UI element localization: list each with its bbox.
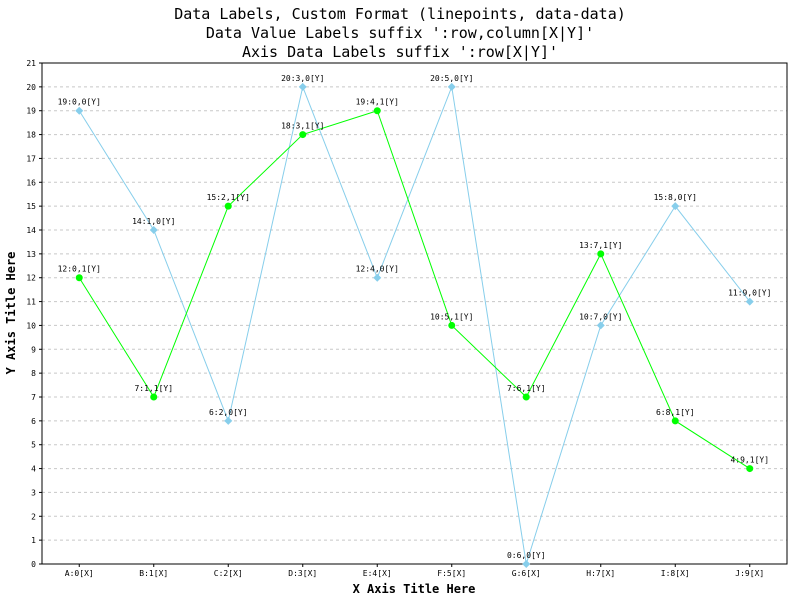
y-tick-label: 18 (26, 131, 36, 140)
series-2-point (75, 274, 83, 282)
title-line-3: Axis Data Labels suffix ':row[X|Y]' (242, 43, 558, 61)
data-label: 19:0,0[Y] (58, 98, 101, 107)
grid-lines (42, 86, 787, 541)
data-label: 15:2,1[Y] (207, 193, 250, 202)
series-line-2 (78, 110, 751, 469)
y-tick-label: 20 (26, 83, 36, 92)
y-axis-title: Y Axis Title Here (4, 252, 18, 375)
data-label: 12:4,0[Y] (356, 265, 399, 274)
y-tick-label: 10 (26, 321, 36, 330)
y-tick-label: 1 (31, 536, 36, 545)
series-2-point (746, 465, 754, 473)
x-axis-ticks: A:0[X] B:1[X] C:2[X] D:3[X] E:4[X] F:5[X] G:6[… (65, 564, 764, 578)
series-1-point (596, 321, 605, 330)
chart-title: Data Labels, Custom Format (linepoints, … (174, 5, 626, 61)
data-label: 14:1,0[Y] (132, 217, 175, 226)
y-tick-label: 13 (26, 250, 36, 259)
y-tick-label: 0 (31, 560, 36, 569)
data-label: 15:8,0[Y] (654, 193, 697, 202)
series-2-point (671, 417, 679, 425)
y-tick-label: 15 (26, 202, 36, 211)
series-2-point (522, 393, 530, 401)
data-label: 7:6,1[Y] (507, 384, 546, 393)
data-label: 13:7,1[Y] (579, 241, 622, 250)
series-1-point (447, 82, 456, 91)
series-1-point (745, 297, 754, 306)
x-axis-title: X Axis Title Here (353, 582, 476, 596)
y-tick-label: 7 (31, 393, 36, 402)
series-2-point (448, 321, 456, 329)
series-1-point (298, 82, 307, 91)
x-tick-label: G:6[X] (512, 569, 541, 578)
y-tick-label: 8 (31, 369, 36, 378)
x-tick-label: J:9[X] (735, 569, 764, 578)
title-line-2: Data Value Labels suffix ':row,column[X|… (206, 24, 594, 42)
y-tick-label: 3 (31, 488, 36, 497)
x-tick-label: F:5[X] (437, 569, 466, 578)
y-tick-label: 4 (31, 465, 36, 474)
series-2-point (150, 393, 158, 401)
data-label: 6:8,1[Y] (656, 408, 695, 417)
x-tick-label: A:0[X] (65, 569, 94, 578)
series-2-point (373, 107, 381, 115)
x-tick-label: C:2[X] (214, 569, 243, 578)
data-label: 10:7,0[Y] (579, 312, 622, 321)
series-2-point (224, 202, 232, 210)
series-1-point (671, 202, 680, 211)
y-tick-label: 19 (26, 107, 36, 116)
y-tick-label: 2 (31, 512, 36, 521)
series-markers (75, 82, 754, 568)
data-label: 20:5,0[Y] (430, 74, 473, 83)
series-1-point (224, 416, 233, 425)
y-tick-label: 5 (31, 441, 36, 450)
series-1-point (149, 226, 158, 234)
data-label: 20:3,0[Y] (281, 74, 324, 83)
plot-frame (41, 62, 788, 565)
x-tick-label: H:7[X] (586, 569, 615, 578)
x-tick-label: E:4[X] (363, 569, 392, 578)
series-line-1 (78, 84, 751, 565)
y-tick-label: 21 (26, 59, 36, 68)
y-tick-label: 6 (31, 417, 36, 426)
data-label: 4:9,1[Y] (730, 456, 769, 465)
y-tick-label: 11 (26, 298, 36, 307)
data-label: 0:6,0[Y] (507, 551, 546, 560)
series-2-point (597, 250, 605, 258)
series-lines (78, 84, 751, 565)
x-tick-label: B:1[X] (139, 569, 168, 578)
data-label: 11:9,0[Y] (728, 289, 771, 298)
series-1-point (373, 273, 382, 282)
data-label: 10:5,1[Y] (430, 312, 473, 321)
data-label: 19:4,1[Y] (356, 98, 399, 107)
series-2-point (299, 131, 307, 139)
x-tick-label: I:8[X] (661, 569, 690, 578)
y-tick-label: 14 (26, 226, 36, 235)
series-1-point (75, 106, 84, 115)
data-label: 7:1,1[Y] (134, 384, 173, 393)
y-tick-label: 16 (26, 178, 36, 187)
y-tick-label: 12 (26, 274, 36, 283)
y-tick-label: 9 (31, 345, 36, 354)
title-line-1: Data Labels, Custom Format (linepoints, … (174, 5, 626, 23)
data-labels: 19:0,0[Y] 14:1,0[Y] 6:2,0[Y] 20:3,0[Y] 12:4,… (58, 74, 772, 560)
data-label: 6:2,0[Y] (209, 408, 248, 417)
y-tick-label: 17 (26, 154, 36, 163)
series-1-point (522, 560, 531, 568)
data-label: 12:0,1[Y] (58, 265, 101, 274)
x-tick-label: D:3[X] (288, 569, 317, 578)
data-label: 18:3,1[Y] (281, 122, 324, 131)
